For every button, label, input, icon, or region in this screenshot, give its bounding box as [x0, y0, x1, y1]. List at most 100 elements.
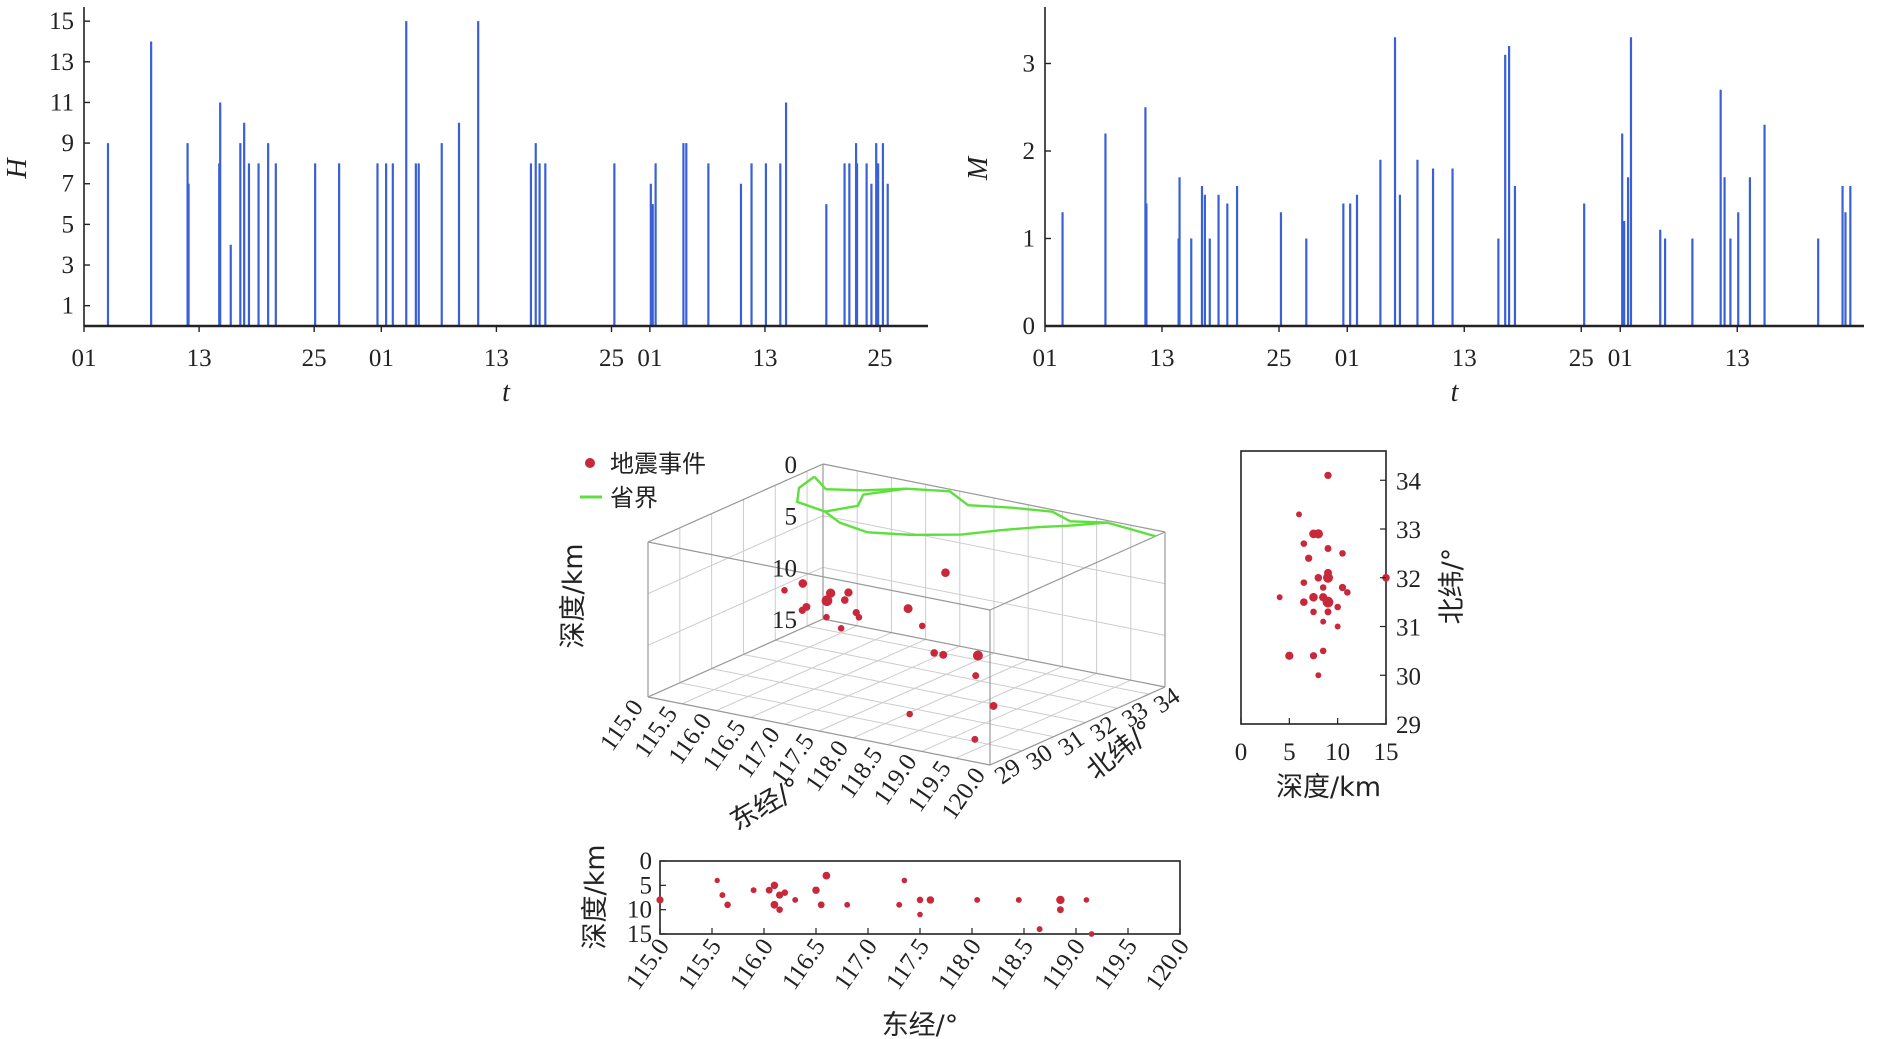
grid-line: [822, 515, 1166, 585]
x-tick-label: 01: [1335, 345, 1360, 372]
z-tick-label: 10: [772, 555, 797, 582]
event-point: [989, 702, 998, 710]
event-point: [792, 896, 799, 903]
grid-line: [921, 672, 1097, 752]
z-tick-label: 0: [785, 452, 798, 479]
x-axis-title: 东经/°: [882, 1010, 959, 1039]
event-point: [941, 568, 950, 577]
event-point: [844, 588, 853, 597]
y-tick-label: 34: [1396, 468, 1422, 495]
y-tick-label: 29: [990, 753, 1026, 789]
grid-line: [775, 639, 1118, 709]
y-tick-label: 1: [1023, 226, 1036, 253]
event-point: [1324, 471, 1332, 480]
legend-event-marker: [585, 458, 595, 468]
event-point: [1305, 554, 1313, 562]
event-point: [844, 901, 851, 908]
event-point: [1056, 895, 1065, 905]
x-axis-title: t: [1451, 377, 1460, 408]
x-tick-label: 25: [1267, 345, 1292, 372]
event-point: [817, 901, 825, 909]
x-tick-label: 25: [302, 345, 327, 372]
y-tick-label: 33: [1396, 517, 1421, 544]
x-axis-title: t: [502, 377, 511, 408]
grid-line: [818, 652, 995, 732]
box-edge: [647, 696, 991, 766]
event-point: [1313, 529, 1323, 539]
y-tick-label: 30: [1396, 663, 1421, 690]
y-tick-label: 30: [1022, 739, 1058, 775]
box-edge: [989, 686, 1166, 766]
event-point: [917, 911, 923, 918]
event-point: [901, 877, 908, 884]
x-tick-label: 120.0: [1141, 934, 1195, 996]
x-tick-label: 10: [1325, 739, 1350, 766]
chart-3d: 051015115.0115.5116.0116.5117.0117.5118.…: [558, 450, 1185, 837]
event-point: [1015, 896, 1022, 903]
x-tick-label: 0: [1235, 739, 1248, 766]
x-tick-label: 119.0: [1037, 934, 1091, 995]
y-tick-label: 32: [1396, 566, 1421, 593]
grid-line: [647, 566, 824, 646]
x-tick-label: 118.0: [933, 934, 987, 995]
event-point: [1319, 584, 1327, 591]
event-point: [840, 596, 849, 604]
x-tick-label: 13: [752, 345, 777, 372]
event-point: [781, 889, 789, 896]
y-axis-title: 北纬/°: [1437, 548, 1468, 625]
event-point: [916, 896, 924, 904]
x-tick-label: 115.5: [673, 934, 727, 995]
y-tick-label: 10: [627, 897, 652, 924]
event-point: [852, 608, 860, 617]
province-boundary-line: [813, 475, 1156, 538]
grid-line: [743, 653, 1086, 723]
event-point: [1324, 545, 1332, 552]
y-tick-label: 9: [62, 130, 75, 157]
grid-line: [716, 632, 892, 712]
grid-line: [679, 682, 1022, 752]
province-boundary-line: [795, 475, 826, 513]
event-point: [1319, 647, 1327, 655]
event-point: [1296, 511, 1302, 518]
grid-line: [681, 625, 858, 705]
x-tick-label: 117.5: [881, 934, 935, 995]
event-point: [822, 871, 831, 880]
event-point: [1315, 672, 1322, 679]
event-point: [765, 886, 773, 894]
legend-event-label: 地震事件: [610, 450, 706, 478]
y-tick-label: 15: [49, 8, 74, 35]
y-tick-label: 15: [627, 921, 652, 948]
x-axis-title: 东经/°: [725, 772, 807, 837]
y-tick-label: 34: [1149, 682, 1185, 719]
y-tick-label: 11: [50, 89, 74, 116]
x-tick-label: 01: [1608, 345, 1633, 372]
grid-line: [822, 566, 1166, 636]
x-tick-label: 01: [72, 345, 97, 372]
z-tick-label: 15: [772, 607, 797, 634]
event-point: [1334, 623, 1341, 630]
event-point: [812, 886, 820, 894]
event-point: [770, 900, 779, 909]
x-tick-label: 25: [1569, 345, 1594, 372]
event-point: [1309, 652, 1318, 660]
box-edge: [822, 618, 1166, 688]
event-point: [1036, 926, 1043, 933]
box-edge: [822, 463, 1166, 533]
event-point: [825, 588, 836, 598]
y-axis-title: 深度/km: [580, 844, 611, 949]
event-point: [1083, 897, 1090, 903]
event-point: [776, 891, 784, 899]
y-tick-label: 29: [1396, 712, 1421, 739]
event-point: [918, 622, 926, 630]
event-point: [1300, 540, 1308, 547]
x-tick-label: 25: [868, 345, 893, 372]
event-point: [1338, 583, 1347, 592]
event-point: [798, 579, 808, 588]
x-tick-label: 01: [369, 345, 394, 372]
province-boundary-line: [822, 487, 1108, 537]
event-point: [1309, 592, 1318, 602]
event-point: [776, 906, 783, 913]
